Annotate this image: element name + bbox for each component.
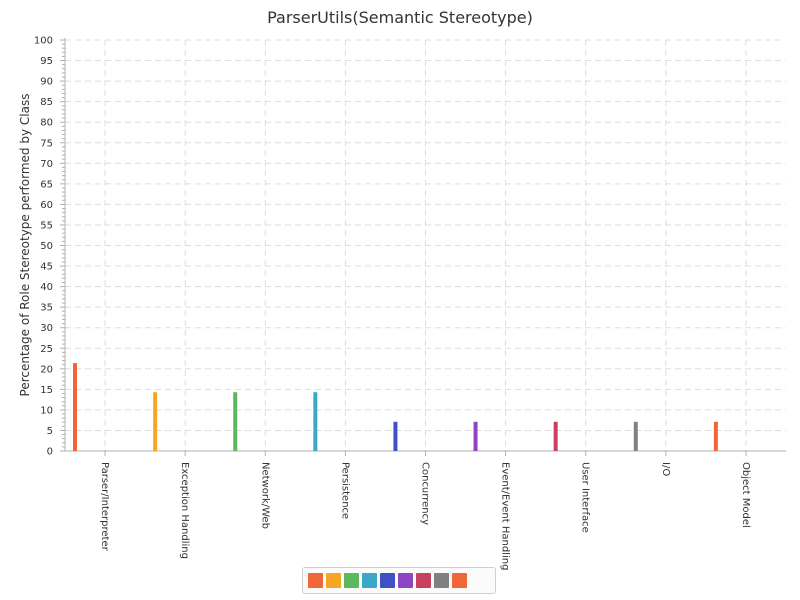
- y-tick-label: 40: [40, 282, 53, 293]
- bar-exception-handling: [153, 392, 158, 451]
- bar-i-o: [633, 421, 638, 451]
- x-tick-label: Concurrency: [420, 462, 431, 525]
- x-tick-label: I/O: [660, 462, 671, 476]
- x-tick-label: User Interface: [580, 462, 591, 533]
- legend-swatch: [380, 573, 395, 588]
- legend-swatch: [452, 573, 467, 588]
- legend-swatch: [308, 573, 323, 588]
- y-tick-label: 20: [40, 364, 53, 375]
- axes: [60, 38, 786, 456]
- y-tick-label: 10: [40, 405, 53, 416]
- legend-swatch: [434, 573, 449, 588]
- y-tick-label: 90: [40, 77, 53, 88]
- tick-labels: 0 5 10 15 20 25 30 35 40 45 50 55 60 65 70 75 80 85 90 95 10…: [34, 36, 751, 571]
- y-tick-label: 35: [40, 303, 53, 314]
- bar-persistence: [313, 392, 318, 451]
- y-tick-label: 30: [40, 323, 53, 334]
- x-tick-label: Event/Event Handling: [500, 462, 511, 570]
- y-tick-label: 80: [40, 118, 53, 129]
- chart-title: ParserUtils(Semantic Stereotype): [267, 8, 533, 27]
- y-axis-label: Percentage of Role Stereotype performed …: [18, 94, 32, 397]
- legend-swatch: [326, 573, 341, 588]
- y-tick-label: 55: [40, 220, 53, 231]
- y-tick-label: 50: [40, 241, 53, 252]
- y-tick-label: 0: [47, 447, 53, 458]
- bars: [73, 363, 718, 451]
- bar-object-model: [713, 421, 718, 451]
- grid-lines: [65, 39, 786, 451]
- y-tick-label: 25: [40, 344, 53, 355]
- y-tick-label: 70: [40, 159, 53, 170]
- legend-swatch: [398, 573, 413, 588]
- legend-swatch: [362, 573, 377, 588]
- y-tick-label: 60: [40, 200, 53, 211]
- y-tick-label: 85: [40, 97, 53, 108]
- x-tick-label: Persistence: [339, 462, 350, 519]
- x-tick-label: Network/Web: [259, 462, 270, 529]
- legend: [302, 567, 496, 594]
- x-tick-label: Exception Handling: [179, 462, 190, 559]
- y-tick-label: 95: [40, 56, 53, 67]
- x-tick-label: Object Model: [740, 462, 751, 528]
- bar-network-web: [233, 392, 238, 451]
- x-tick-label: Parser/Interpreter: [99, 462, 110, 552]
- y-tick-label: 65: [40, 179, 53, 190]
- y-tick-label: 100: [34, 36, 53, 47]
- legend-swatch: [416, 573, 431, 588]
- bar-concurrency: [393, 421, 398, 451]
- y-tick-label: 15: [40, 385, 53, 396]
- y-tick-label: 45: [40, 262, 53, 273]
- y-tick-label: 75: [40, 138, 53, 149]
- y-tick-label: 5: [47, 426, 53, 437]
- bar-parser-interpreter: [73, 363, 77, 451]
- bar-user-interface: [553, 421, 558, 451]
- bar-event-event-handling: [473, 421, 478, 451]
- legend-swatch: [344, 573, 359, 588]
